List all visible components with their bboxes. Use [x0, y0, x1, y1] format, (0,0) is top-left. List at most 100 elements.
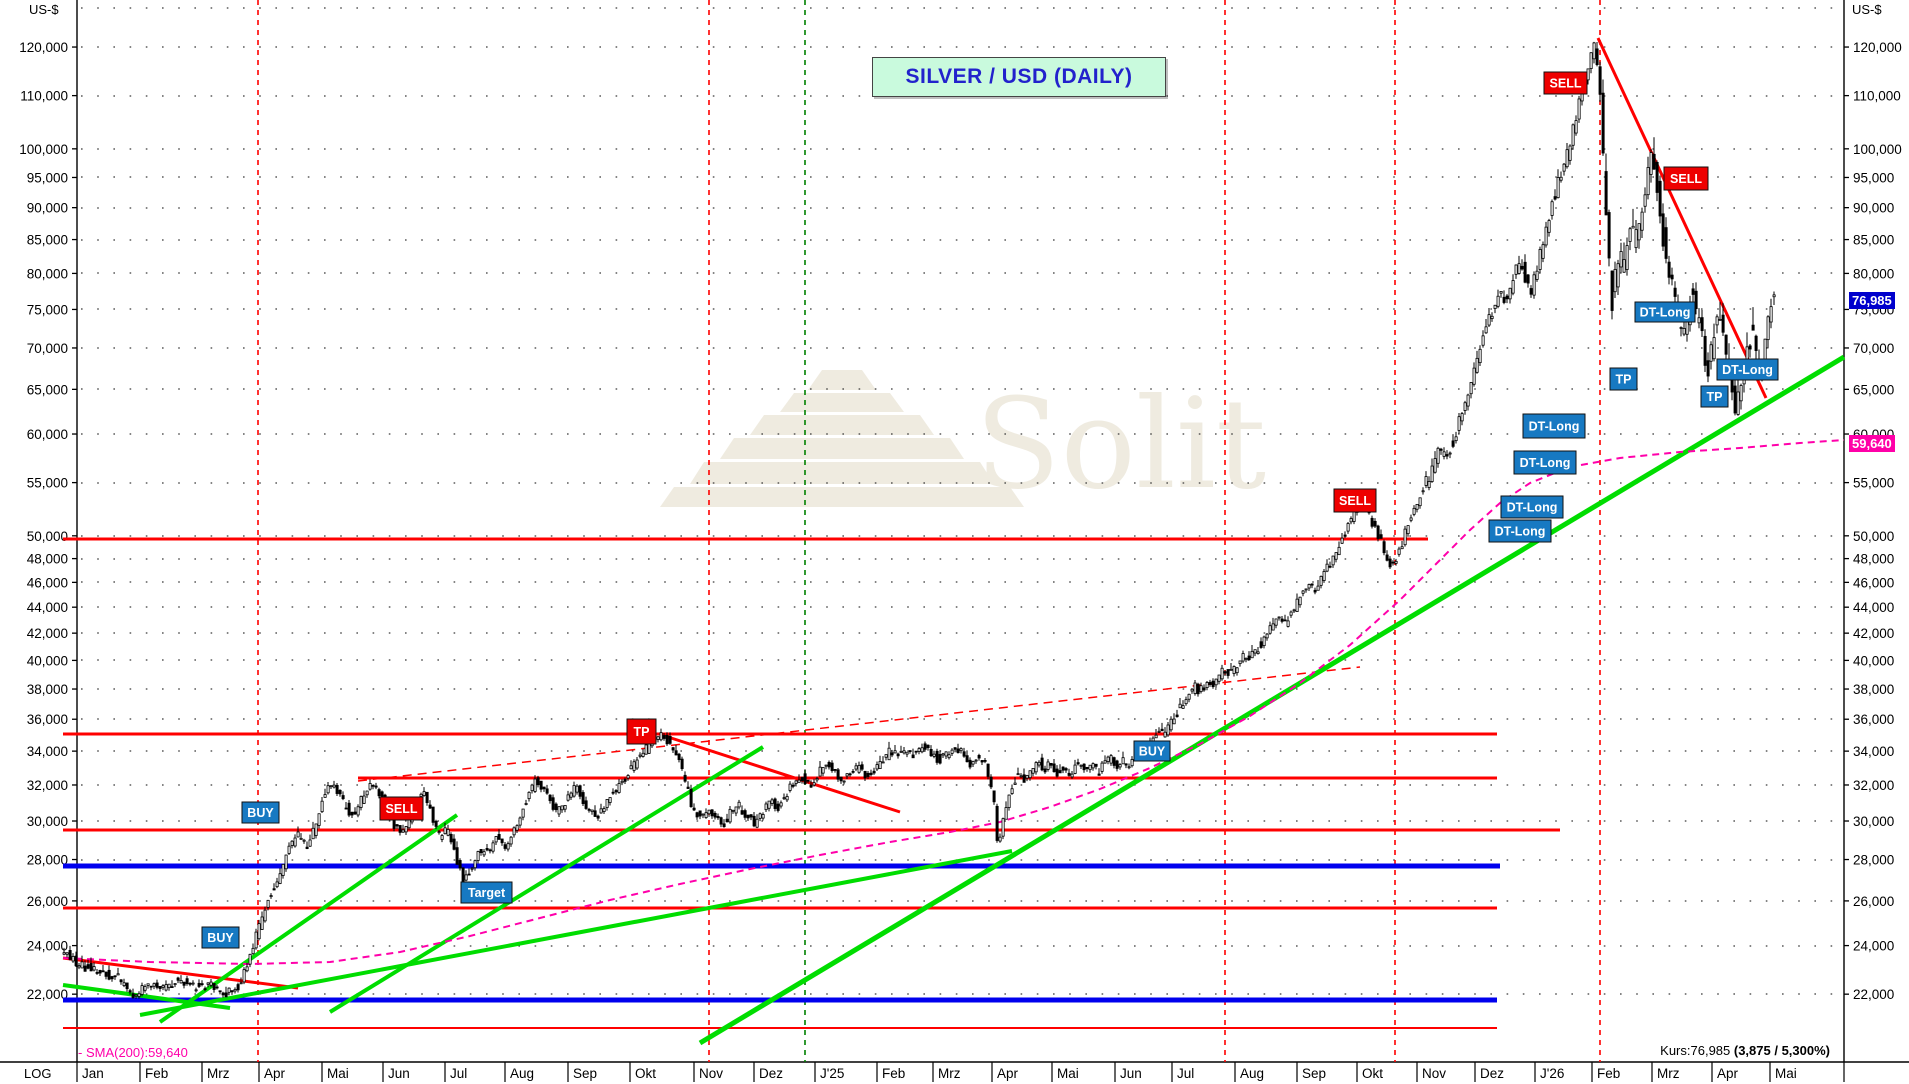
candle-body [587, 808, 591, 811]
x-month-label[interactable]: Aug [510, 1066, 534, 1081]
candle-body [572, 785, 576, 797]
trend-line[interactable] [158, 813, 459, 1024]
candle-body [1172, 718, 1176, 725]
candle-body [1304, 588, 1308, 591]
x-month-label[interactable]: Dez [1480, 1066, 1504, 1081]
x-month-label[interactable]: Aug [1240, 1066, 1264, 1081]
candle-body [1043, 768, 1047, 773]
x-month-label[interactable]: Mai [1057, 1066, 1079, 1081]
sma-price-tag: 59,640 [1849, 435, 1895, 452]
x-month-label[interactable]: Dez [759, 1066, 783, 1081]
candle-body [662, 735, 666, 739]
candle-body [614, 790, 618, 793]
badge-target[interactable]: Target [460, 881, 513, 904]
trend-line[interactable] [139, 849, 1013, 1017]
badge-sell[interactable]: SELL [1543, 71, 1588, 95]
candle-body [158, 986, 162, 989]
x-month-label[interactable]: Okt [1362, 1066, 1383, 1081]
candle-body [1637, 223, 1641, 241]
x-month-label[interactable]: Apr [997, 1066, 1019, 1081]
candle-body [335, 784, 339, 794]
x-month-label[interactable]: Nov [1422, 1066, 1446, 1081]
x-month-label[interactable]: Nov [699, 1066, 723, 1081]
trend-line[interactable] [62, 956, 299, 990]
candle-body [884, 754, 888, 758]
badge-sell[interactable]: SELL [1333, 488, 1377, 513]
candle-body [1664, 227, 1668, 259]
candle-body [134, 994, 138, 997]
x-month-label[interactable]: Mrz [938, 1066, 961, 1081]
candle-body [1319, 575, 1323, 586]
x-month-label[interactable]: Feb [145, 1066, 168, 1081]
badge-buy[interactable]: BUY [201, 926, 240, 949]
candle-body [1313, 589, 1317, 593]
x-month-label[interactable]: Apr [1717, 1066, 1739, 1081]
candle-body [1283, 619, 1287, 622]
x-month-label[interactable]: Okt [635, 1066, 656, 1081]
trend-line[interactable] [357, 666, 1361, 782]
x-month-label[interactable]: Jan [82, 1066, 104, 1081]
x-month-label[interactable]: Mai [1775, 1066, 1797, 1081]
badge-buy[interactable]: BUY [1133, 740, 1171, 762]
candle-body [1667, 261, 1671, 278]
badge-dt-long[interactable]: DT-Long [1716, 358, 1779, 381]
x-month-label[interactable]: Jul [1177, 1066, 1194, 1081]
candle-body [542, 786, 546, 790]
badge-buy[interactable]: BUY [241, 801, 280, 824]
candle-body [245, 966, 249, 972]
badge-dt-long[interactable]: DT-Long [1500, 495, 1564, 519]
x-month-label[interactable]: J'25 [820, 1066, 844, 1081]
candle-body [230, 990, 234, 993]
candle-body [881, 761, 885, 764]
candle-body [440, 835, 444, 840]
x-month-label[interactable]: Jun [388, 1066, 410, 1081]
x-month-label[interactable]: Sep [573, 1066, 597, 1081]
candle-body [191, 982, 195, 985]
x-month-label[interactable]: Mrz [207, 1066, 230, 1081]
candle-body [830, 762, 834, 772]
x-month-label[interactable]: Mrz [1657, 1066, 1680, 1081]
trend-line[interactable] [1596, 37, 1768, 399]
candle-body [368, 783, 372, 790]
candle-body [1289, 611, 1293, 616]
badge-label: TP [1616, 373, 1632, 387]
badge-dt-long[interactable]: DT-Long [1634, 301, 1696, 323]
x-month-label[interactable]: Jul [450, 1066, 467, 1081]
x-month-label[interactable]: Apr [264, 1066, 286, 1081]
candle-body [896, 753, 900, 757]
trend-line[interactable] [667, 735, 901, 814]
candle-body [236, 984, 240, 991]
badge-dt-long[interactable]: DT-Long [1513, 450, 1577, 475]
candle-body [482, 851, 486, 856]
log-scale-label[interactable]: LOG [24, 1066, 52, 1081]
trend-line[interactable] [698, 354, 1846, 1046]
y-tick-label-left: 44,000 [27, 600, 68, 615]
x-month-label[interactable]: Feb [882, 1066, 905, 1081]
y-tick-label-left: 110,000 [20, 89, 68, 104]
candle-body [800, 777, 804, 782]
y-tick-label-right: 30,000 [1853, 814, 1894, 829]
badge-tp[interactable]: TP [626, 718, 657, 745]
badge-label: Target [468, 886, 506, 900]
badge-tp[interactable]: TP [1609, 367, 1638, 391]
candle-body [1154, 734, 1158, 739]
candle-body [1040, 757, 1044, 771]
badge-tp[interactable]: TP [1700, 385, 1729, 408]
candle-body [1085, 766, 1089, 770]
badge-sell[interactable]: SELL [379, 796, 424, 821]
badge-dt-long[interactable]: DT-Long [1488, 519, 1552, 543]
candle-body [1163, 731, 1167, 738]
badge-sell[interactable]: SELL [1663, 166, 1709, 191]
y-tick-label-right: 38,000 [1853, 682, 1894, 697]
candle-body [908, 750, 912, 752]
x-month-label[interactable]: J'26 [1540, 1066, 1564, 1081]
candle-body [1403, 528, 1407, 546]
x-month-label[interactable]: Mai [327, 1066, 349, 1081]
candle-body [1025, 775, 1029, 779]
candle-body [761, 814, 765, 819]
x-month-label[interactable]: Jun [1120, 1066, 1142, 1081]
x-month-label[interactable]: Sep [1302, 1066, 1326, 1081]
badge-dt-long[interactable]: DT-Long [1522, 413, 1586, 439]
x-month-label[interactable]: Feb [1597, 1066, 1620, 1081]
